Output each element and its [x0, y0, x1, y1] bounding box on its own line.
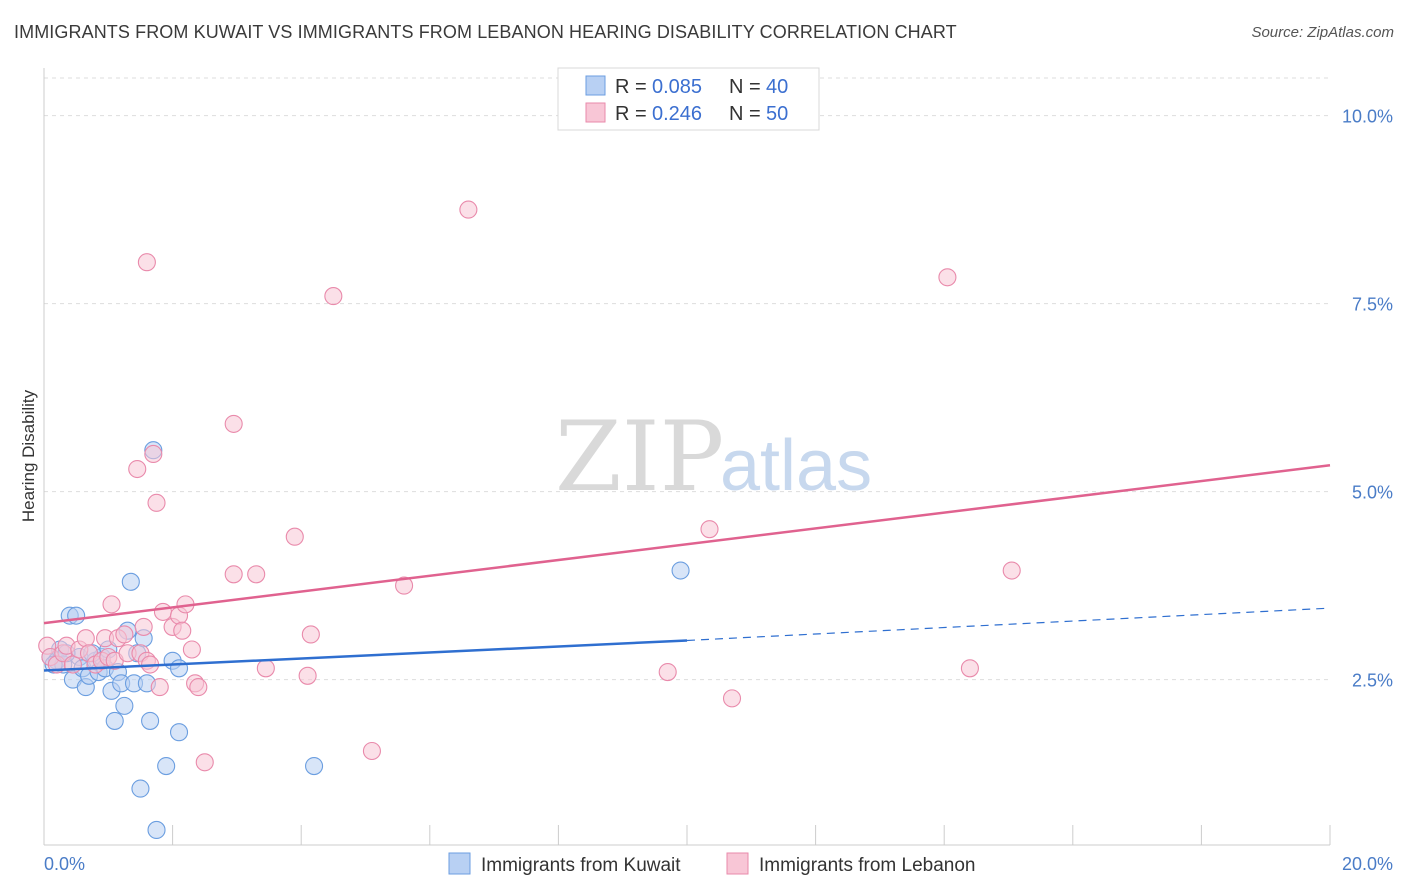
point-lebanon-27	[144, 444, 163, 464]
point-lebanon-7	[76, 629, 95, 648]
point-lebanon-43	[324, 287, 343, 306]
trendline-extension-kuwait	[686, 607, 1331, 642]
point-lebanon-41	[298, 666, 317, 685]
point-lebanon-39	[256, 659, 275, 678]
point-lebanon-13	[102, 595, 121, 614]
legend-n-value-lebanon: 50	[766, 103, 788, 125]
chart-title: IMMIGRANTS FROM KUWAIT VS IMMIGRANTS FRO…	[14, 22, 957, 42]
point-lebanon-23	[147, 493, 166, 512]
point-kuwait-6	[67, 606, 86, 625]
legend-r-label-lebanon: R =	[615, 103, 647, 125]
point-lebanon-16	[115, 625, 134, 644]
legend-swatch-lebanon	[585, 102, 606, 123]
legend-swatch-kuwait	[585, 75, 606, 96]
axis-layer: 2.5% 5.0% 7.5% 10.0% 0.0% 20.0%	[43, 68, 1393, 874]
y-tick-label-2: 7.5%	[1352, 295, 1393, 315]
bottom-legend-label-kuwait: Immigrants from Kuwait	[481, 855, 681, 876]
point-lebanon-24	[150, 678, 169, 697]
bottom-legend-swatch-lebanon	[726, 852, 749, 875]
point-kuwait-22	[121, 572, 140, 591]
point-kuwait-35	[305, 756, 324, 776]
point-lebanon-38	[247, 565, 266, 584]
x-tick-label-0: 0.0%	[44, 854, 85, 874]
point-lebanon-30	[173, 621, 192, 640]
trendline-lebanon	[43, 464, 1331, 625]
watermark: ZIP atlas	[555, 401, 872, 513]
point-kuwait-36	[671, 561, 690, 580]
point-lebanon-52	[1002, 561, 1021, 580]
point-kuwait-20	[115, 696, 134, 715]
bottom-legend-swatch-kuwait	[448, 852, 471, 875]
point-lebanon-18	[128, 459, 147, 479]
point-lebanon-50	[938, 268, 957, 287]
legend-n-label-kuwait: N =	[729, 76, 761, 98]
point-kuwait-17	[105, 711, 124, 730]
watermark-atlas: atlas	[720, 426, 872, 506]
y-tick-label-0: 2.5%	[1352, 671, 1393, 691]
watermark-zip: ZIP	[555, 401, 724, 513]
point-kuwait-28	[141, 711, 160, 730]
point-lebanon-48	[700, 520, 719, 539]
trend-layer	[43, 464, 1331, 672]
bottom-legend-label-lebanon: Immigrants from Lebanon	[759, 855, 976, 876]
grid-layer	[44, 77, 1330, 681]
x-tick-label-1: 20.0%	[1342, 854, 1393, 874]
point-lebanon-42	[301, 625, 320, 644]
point-lebanon-37	[224, 565, 243, 584]
point-lebanon-46	[459, 200, 478, 219]
points-layer	[38, 200, 1021, 840]
y-axis-label: Hearing Disability	[19, 389, 38, 522]
point-lebanon-49	[722, 689, 742, 708]
point-kuwait-34	[169, 723, 189, 742]
point-lebanon-26	[137, 253, 156, 272]
point-lebanon-36	[224, 414, 243, 433]
point-lebanon-25	[153, 602, 173, 621]
point-lebanon-45	[395, 576, 414, 595]
legend-r-label-kuwait: R =	[615, 76, 647, 98]
point-kuwait-30	[147, 820, 166, 840]
legend-n-value-kuwait: 40	[766, 76, 788, 98]
y-tick-label-3: 10.0%	[1342, 107, 1393, 127]
point-kuwait-33	[169, 659, 189, 678]
legend-r-value-kuwait: 0.085	[652, 76, 702, 98]
top-legend: R = 0.085 N = 40 R = 0.246 N = 50	[557, 67, 820, 131]
legend-r-value-lebanon: 0.246	[652, 103, 702, 125]
trendline-kuwait	[43, 639, 688, 672]
point-lebanon-44	[362, 741, 381, 761]
point-lebanon-35	[195, 753, 214, 772]
point-lebanon-51	[960, 659, 979, 678]
point-lebanon-34	[189, 678, 208, 697]
point-lebanon-20	[134, 617, 153, 636]
point-lebanon-32	[182, 640, 201, 659]
point-lebanon-47	[658, 662, 677, 682]
point-lebanon-40	[285, 527, 304, 546]
point-kuwait-31	[157, 756, 176, 776]
point-kuwait-25	[131, 779, 150, 798]
y-tick-label-1: 5.0%	[1352, 483, 1393, 503]
source-label: Source: ZipAtlas.com	[1251, 24, 1394, 41]
legend-n-label-lebanon: N =	[729, 103, 761, 125]
bottom-legend: Immigrants from Kuwait Immigrants from L…	[448, 852, 976, 876]
